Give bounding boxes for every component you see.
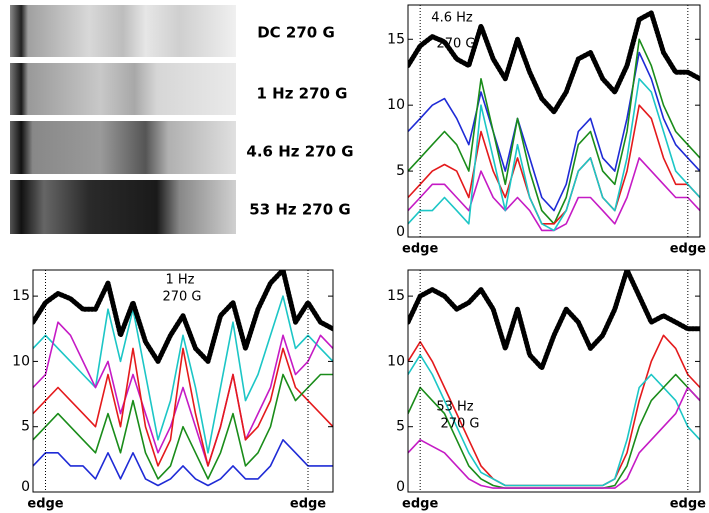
y-tick-label: 10 [387,97,405,113]
axes-frame [407,4,701,238]
image-strip [10,121,236,174]
series-line [33,295,333,454]
x-tick-label: edge [290,497,326,512]
series-line [408,38,700,225]
series-line [408,354,700,487]
y-tick-label: 15 [12,288,30,304]
chart: 0 5 10 15 edge edge 53 Hz 270 G [387,269,706,512]
series-line [408,10,700,115]
axes-frame [32,269,334,493]
annotation: 270 G [436,37,475,52]
chart: 0 5 10 15 edge edge 4.6 Hz 270 G [387,4,706,257]
series-line [33,373,333,480]
annotation: 270 G [440,417,479,432]
chart: 0 5 10 15 edge edge 1 Hz 270 G [12,269,334,512]
y-tick-label: 15 [387,288,405,304]
series-line [408,386,700,489]
x-tick-label: edge [402,497,438,512]
series-line [408,51,700,212]
x-tick-label: edge [670,497,706,512]
series-line [33,439,333,487]
y-tick-label: 15 [387,31,405,47]
y-tick-label: 5 [396,163,405,179]
y-tick-label: 10 [12,353,30,369]
y-tick-label: 10 [387,353,405,369]
plot-area [408,270,700,489]
series-line [408,104,700,225]
series-line [33,321,333,467]
plot-area [408,10,700,232]
strip-label: 4.6 Hz 270 G [246,143,353,161]
series-line [408,78,700,232]
plot-area [33,270,333,487]
strip-label: 53 Hz 270 G [249,201,350,219]
y-tick-label: 0 [396,224,405,240]
series-line [408,270,700,371]
image-panel: DC 270 G 1 Hz 270 G 4.6 Hz 270 G 53 Hz 2… [10,5,354,234]
strip-label: DC 270 G [257,24,335,42]
x-tick-label: edge [402,242,438,257]
y-tick-label: 5 [21,419,30,435]
y-tick-label: 0 [396,479,405,495]
series-line [33,347,333,467]
x-tick-label: edge [27,497,63,512]
annotation: 270 G [162,290,201,305]
x-tick-label: edge [670,242,706,257]
annotation: 1 Hz [165,273,194,288]
y-tick-label: 5 [396,419,405,435]
axes-frame [407,269,701,493]
strip-label: 1 Hz 270 G [256,85,347,103]
image-strip [10,63,236,115]
annotation: 53 Hz [436,400,473,415]
image-strip [10,180,236,234]
image-strip [10,5,236,57]
annotation: 4.6 Hz [431,11,473,26]
y-tick-label: 0 [21,479,30,495]
series-line [33,270,333,364]
